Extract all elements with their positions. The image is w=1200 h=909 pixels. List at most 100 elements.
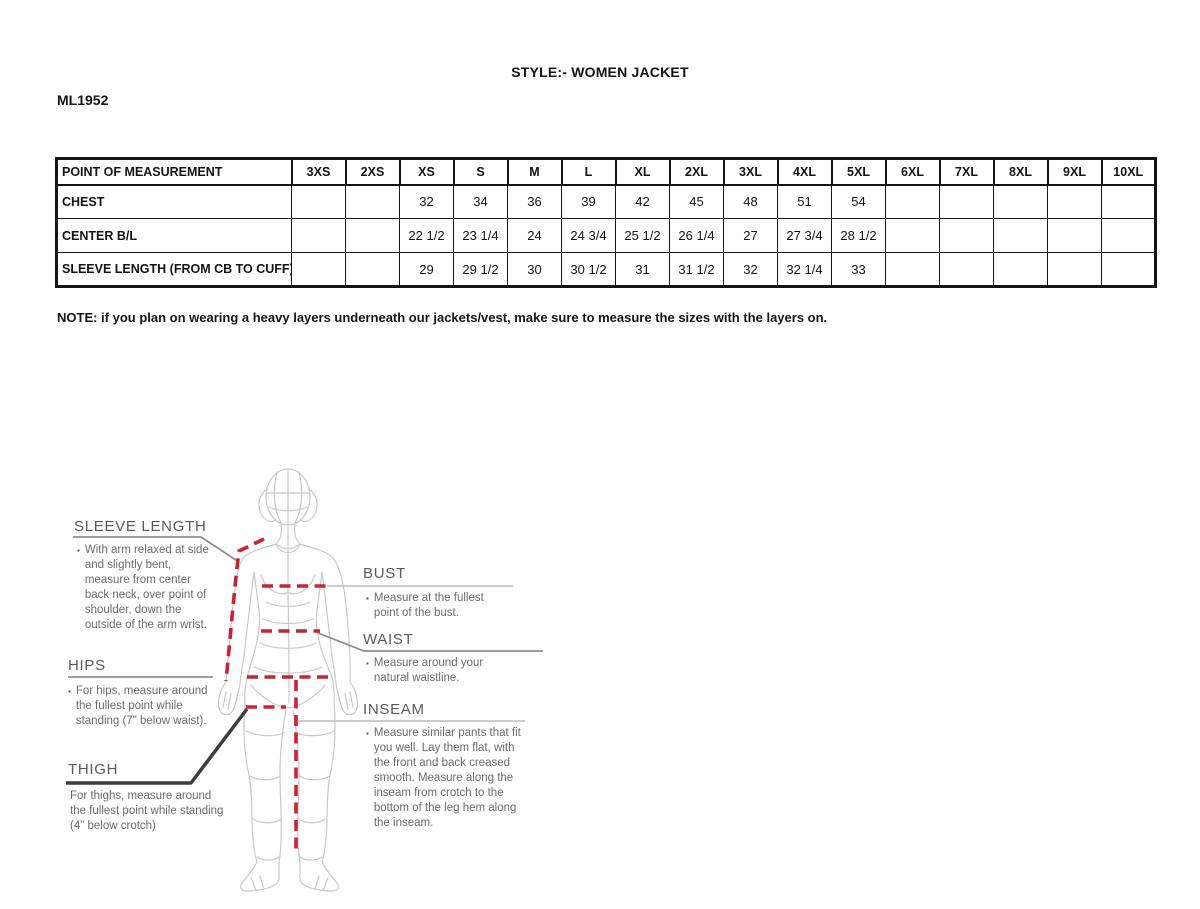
measurement-cell — [1047, 252, 1102, 287]
waist-pointer-line — [317, 632, 543, 652]
measurement-cell: 33 — [831, 252, 886, 287]
note-text: NOTE: if you plan on wearing a heavy lay… — [57, 310, 828, 325]
sleeve-length-pointer-line — [73, 536, 240, 563]
section-heading-bust: BUST — [363, 565, 406, 582]
sleeve-length-measure-line — [224, 537, 265, 682]
bullet-icon: ▪ — [366, 594, 369, 603]
measurement-cell — [885, 184, 940, 219]
measurement-cell: 42 — [615, 184, 670, 219]
measurement-cell: 30 1/2 — [561, 252, 616, 287]
measurement-cell — [1101, 218, 1156, 253]
measurement-cell — [993, 184, 1048, 219]
measurement-cell: 32 — [723, 252, 778, 287]
row-label: CHEST — [56, 184, 292, 219]
column-header-xs: XS — [398, 157, 455, 186]
measurement-cell — [345, 218, 400, 253]
table-row: SLEEVE LENGTH (FROM CB TO CUFF) 29 29 1/2 3… — [56, 252, 1156, 287]
column-header-7xl: 7XL — [938, 157, 995, 186]
measurement-cell: 48 — [723, 184, 778, 219]
measurement-cell — [291, 252, 346, 287]
measurement-cell — [993, 252, 1048, 287]
section-heading-thigh: THIGH — [68, 761, 119, 778]
measurement-cell: 32 1/4 — [777, 252, 832, 287]
column-header-9xl: 9XL — [1046, 157, 1103, 186]
section-description-thigh: For thighs, measure around the fullest p… — [70, 790, 224, 832]
measurement-cell — [1101, 184, 1156, 219]
measurement-cell — [939, 252, 994, 287]
section-description-waist: ▪ Measure around your natural waistline. — [366, 657, 484, 684]
measurement-cell — [291, 184, 346, 219]
bullet-icon: ▪ — [77, 546, 80, 555]
section-heading-inseam: INSEAM — [363, 701, 425, 718]
measurement-cell — [993, 218, 1048, 253]
body-figure-svg — [66, 468, 543, 892]
measurement-cell: 28 1/2 — [831, 218, 886, 253]
section-heading-waist: WAIST — [363, 631, 414, 648]
measurement-cell: 31 1/2 — [669, 252, 724, 287]
section-heading-hips: HIPS — [68, 657, 106, 674]
measurement-cell — [1047, 218, 1102, 253]
column-header-3xs: 3XS — [290, 157, 347, 186]
measurement-cell: 25 1/2 — [615, 218, 670, 253]
measurement-cell: 30 — [507, 252, 562, 287]
measurement-cell — [885, 218, 940, 253]
column-header-3xl: 3XL — [722, 157, 779, 186]
section-description-sleeve-length: ▪ With arm relaxed at side and slightly … — [77, 544, 209, 631]
column-header-8xl: 8XL — [992, 157, 1049, 186]
measurement-cell: 31 — [615, 252, 670, 287]
measurement-diagram: SLEEVE LENGTH ▪ With arm relaxed at side… — [55, 445, 545, 903]
measurement-cell — [345, 184, 400, 219]
body-figure — [217, 468, 359, 892]
measurement-cell — [939, 218, 994, 253]
measurement-cell: 34 — [453, 184, 508, 219]
measurement-cell — [939, 184, 994, 219]
column-header-2xl: 2XL — [668, 157, 725, 186]
page-title: STYLE:- WOMEN JACKET — [511, 64, 689, 80]
measurement-cell — [1101, 252, 1156, 287]
measurement-cell: 26 1/4 — [669, 218, 724, 253]
column-header-5xl: 5XL — [830, 157, 887, 186]
measurement-cell: 24 3/4 — [561, 218, 616, 253]
column-header-10xl: 10XL — [1100, 157, 1157, 186]
column-header-l: L — [560, 157, 617, 186]
model-number: ML1952 — [57, 92, 109, 108]
table-header-row: POINT OF MEASUREMENT 3XS 2XS XS S M L XL 2XL 3XL 4… — [55, 157, 1157, 186]
size-chart-table-wrap: POINT OF MEASUREMENT 3XS 2XS XS S M L XL 2XL 3XL 4… — [55, 157, 1157, 288]
measurement-cell: 27 — [723, 218, 778, 253]
bullet-icon: ▪ — [366, 729, 369, 738]
measurement-cell: 32 — [399, 184, 454, 219]
measurement-cell: 27 3/4 — [777, 218, 832, 253]
measurement-cell: 36 — [507, 184, 562, 219]
row-label: SLEEVE LENGTH (FROM CB TO CUFF) — [56, 252, 292, 287]
measurement-cell — [1047, 184, 1102, 219]
column-header-2xs: 2XS — [344, 157, 401, 186]
measurement-cell: 51 — [777, 184, 832, 219]
size-chart-table: POINT OF MEASUREMENT 3XS 2XS XS S M L XL 2XL 3XL 4… — [55, 157, 1157, 288]
measurement-cell: 22 1/2 — [399, 218, 454, 253]
section-description-bust: ▪ Measure at the fullest point of the bu… — [366, 592, 484, 619]
measurement-cell: 29 1/2 — [453, 252, 508, 287]
column-header-4xl: 4XL — [776, 157, 833, 186]
measurement-cell: 29 — [399, 252, 454, 287]
bullet-icon: ▪ — [68, 687, 71, 696]
measurement-cell: 45 — [669, 184, 724, 219]
table-row: CENTER B/L 22 1/2 23 1/4 24 24 3/4 25 1/2 26 1… — [56, 218, 1156, 253]
measurement-cell — [345, 252, 400, 287]
measurement-cell: 39 — [561, 184, 616, 219]
row-label: CENTER B/L — [56, 218, 292, 253]
thigh-pointer-line — [66, 707, 249, 785]
bullet-icon: ▪ — [366, 659, 369, 668]
column-header-xl: XL — [614, 157, 671, 186]
section-heading-sleeve-length: SLEEVE LENGTH — [74, 518, 207, 535]
column-header-s: S — [452, 157, 509, 186]
measurement-cell: 23 1/4 — [453, 218, 508, 253]
section-description-inseam: ▪ Measure similar pants that fit you wel… — [366, 727, 521, 829]
column-header-6xl: 6XL — [884, 157, 941, 186]
column-header-point-of-measurement: POINT OF MEASUREMENT — [55, 157, 293, 186]
measurement-cell — [291, 218, 346, 253]
measurement-cell: 24 — [507, 218, 562, 253]
measurement-cell: 54 — [831, 184, 886, 219]
measurement-cell — [885, 252, 940, 287]
column-header-m: M — [506, 157, 563, 186]
table-row: CHEST 32 34 36 39 42 45 48 51 54 — [56, 184, 1156, 219]
